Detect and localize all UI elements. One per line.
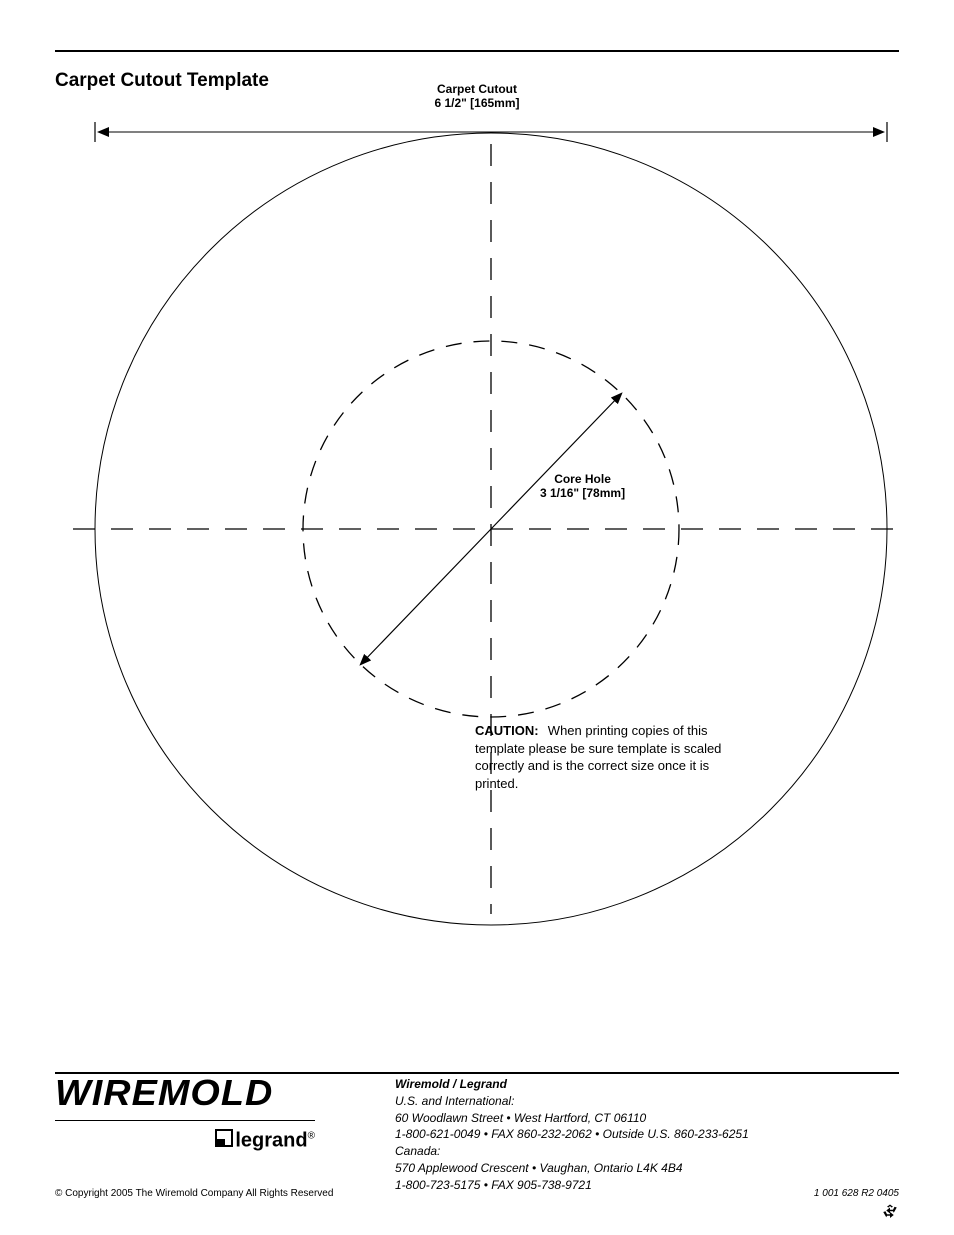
core-hole-label: Core Hole 3 1/16" [78mm]	[540, 472, 625, 501]
diagram-svg	[55, 82, 899, 962]
recycle-icon	[814, 1203, 899, 1224]
contact-title: Wiremold / Legrand	[395, 1076, 899, 1093]
caution-note: CAUTION: When printing copies of this te…	[475, 722, 755, 792]
brand-divider	[55, 1120, 315, 1121]
core-label-line1: Core Hole	[554, 472, 611, 486]
core-label-line2: 3 1/16" [78mm]	[540, 486, 625, 500]
caution-heading: CAUTION:	[475, 723, 539, 738]
template-diagram: Carpet Cutout 6 1/2" [165mm]	[55, 82, 899, 962]
bottom-line: © Copyright 2005 The Wiremold Company Al…	[55, 1188, 899, 1224]
brand-column: WIREMOLD legrand®	[55, 1072, 355, 1194]
legrand-mark-icon	[215, 1129, 233, 1153]
contact-line5: 570 Applewood Crescent • Vaughan, Ontari…	[395, 1160, 899, 1177]
footer: WIREMOLD legrand® Wiremold / Legrand U.S…	[55, 1072, 899, 1194]
contact-line4: Canada:	[395, 1143, 899, 1160]
contact-line2: 60 Woodlawn Street • West Hartford, CT 0…	[395, 1110, 899, 1127]
wiremold-logo: WIREMOLD	[55, 1072, 370, 1114]
legrand-text: legrand	[235, 1129, 307, 1151]
top-rule	[55, 50, 899, 52]
document-number: 1 001 628 R2 0405	[814, 1188, 899, 1199]
legrand-logo: legrand®	[55, 1129, 315, 1153]
contact-line1: U.S. and International:	[395, 1093, 899, 1110]
copyright: © Copyright 2005 The Wiremold Company Al…	[55, 1188, 333, 1199]
contact-line3: 1-800-621-0049 • FAX 860-232-2062 • Outs…	[395, 1126, 899, 1143]
registered-mark: ®	[308, 1131, 315, 1142]
contact-column: Wiremold / Legrand U.S. and Internationa…	[395, 1072, 899, 1194]
